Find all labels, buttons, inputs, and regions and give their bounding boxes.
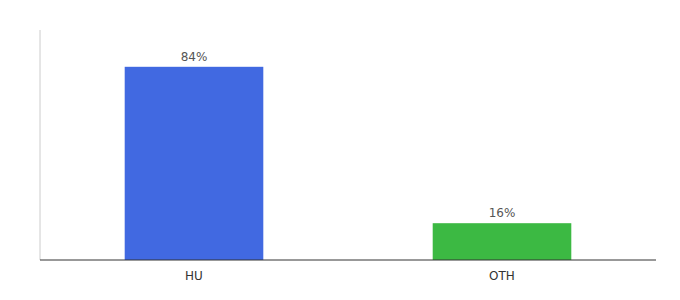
y-axis-line: [40, 30, 41, 260]
chart: 84% 16% HU OTH: [0, 0, 680, 300]
x-tick-label: OTH: [489, 269, 515, 283]
bar: [125, 67, 264, 260]
bar: [433, 223, 572, 260]
data-label: 84%: [181, 50, 208, 64]
chart-container: 84% 16% HU OTH: [0, 0, 680, 300]
x-tick-label: HU: [185, 269, 203, 283]
bars: [125, 67, 572, 260]
data-label: 16%: [489, 206, 516, 220]
x-axis-line: [40, 260, 656, 261]
